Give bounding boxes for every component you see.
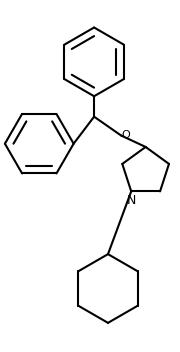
Text: N: N (127, 194, 136, 207)
Text: O: O (121, 130, 130, 140)
